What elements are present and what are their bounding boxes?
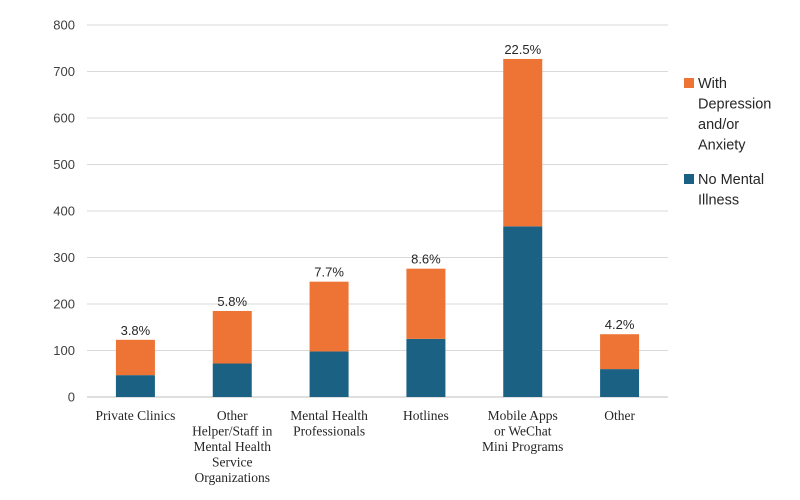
bar-no-mental-illness-4 <box>503 226 543 397</box>
bar-with-depression-anxiety-4 <box>503 58 543 227</box>
legend-line: Illness <box>698 193 739 209</box>
data-label-4: 22.5% <box>504 42 541 57</box>
x-tick-label-1: Other Helper/Staff in Mental Health Service… <box>192 408 273 485</box>
x-tick-label-5: Other <box>604 408 635 423</box>
bar-no-mental-illness-2 <box>309 351 349 397</box>
legend-swatch-0 <box>684 78 694 88</box>
bar-with-depression-anxiety-5 <box>600 334 640 370</box>
legend-label-0: With Depression and/or Anxiety <box>698 76 771 154</box>
data-label-5: 4.2% <box>605 317 635 332</box>
data-label-0: 3.8% <box>121 323 151 338</box>
x-tick-line: Helper/Staff in <box>192 424 273 439</box>
y-tick-label-400: 400 <box>53 204 75 219</box>
y-tick-label-600: 600 <box>53 111 75 126</box>
y-tick-label-200: 200 <box>53 297 75 312</box>
data-label-2: 7.7% <box>314 265 344 280</box>
x-tick-label-2: Mental Health Professionals <box>290 408 368 439</box>
bar-with-depression-anxiety-0 <box>115 339 155 376</box>
bars <box>115 58 640 397</box>
x-tick-line: Other <box>604 408 635 423</box>
y-tick-label-300: 300 <box>53 250 75 265</box>
legend: With Depression and/or Anxiety No Mental Illn… <box>684 76 771 209</box>
x-tick-line: Mini Programs <box>482 439 563 454</box>
bar-no-mental-illness-5 <box>600 369 640 397</box>
x-tick-line: Hotlines <box>403 408 449 423</box>
x-tick-line: Professionals <box>293 424 365 439</box>
x-tick-line: Service <box>212 455 252 470</box>
y-tick-label-100: 100 <box>53 343 75 358</box>
y-tick-label-800: 800 <box>53 18 75 33</box>
x-axis: Private Clinics Other Helper/Staff in Menta… <box>95 408 635 485</box>
bar-with-depression-anxiety-1 <box>212 310 252 364</box>
x-tick-line: Other <box>217 408 248 423</box>
data-label-1: 5.8% <box>217 294 247 309</box>
legend-swatch-1 <box>684 174 694 184</box>
legend-line: and/or <box>698 117 739 133</box>
x-tick-line: or WeChat <box>494 424 552 439</box>
x-tick-label-4: Mobile Apps or WeChat Mini Programs <box>482 408 563 454</box>
data-labels: 3.8% 5.8% 7.7% 8.6% 22.5% 4.2% <box>121 42 635 338</box>
x-tick-line: Mental Health <box>193 439 271 454</box>
legend-line: With <box>698 76 727 92</box>
gridlines <box>87 24 668 398</box>
y-axis: 0 100 200 300 400 500 600 700 800 <box>53 18 75 405</box>
x-tick-label-3: Hotlines <box>403 408 449 423</box>
y-tick-label-700: 700 <box>53 64 75 79</box>
legend-line: No Mental <box>698 172 764 188</box>
x-tick-line: Private Clinics <box>95 408 175 423</box>
legend-label-1: No Mental Illness <box>698 172 764 209</box>
x-tick-label-0: Private Clinics <box>95 408 175 423</box>
data-label-3: 8.6% <box>411 252 441 267</box>
bar-no-mental-illness-1 <box>212 363 252 397</box>
bar-no-mental-illness-3 <box>406 338 446 397</box>
x-tick-line: Mental Health <box>290 408 368 423</box>
y-tick-label-500: 500 <box>53 157 75 172</box>
y-tick-label-0: 0 <box>68 390 75 405</box>
bar-with-depression-anxiety-2 <box>309 281 349 352</box>
bar-no-mental-illness-0 <box>115 375 155 397</box>
x-tick-line: Mobile Apps <box>488 408 558 423</box>
legend-line: Anxiety <box>698 138 746 154</box>
x-tick-line: Organizations <box>195 470 270 485</box>
bar-with-depression-anxiety-3 <box>406 268 446 339</box>
legend-line: Depression <box>698 97 771 113</box>
